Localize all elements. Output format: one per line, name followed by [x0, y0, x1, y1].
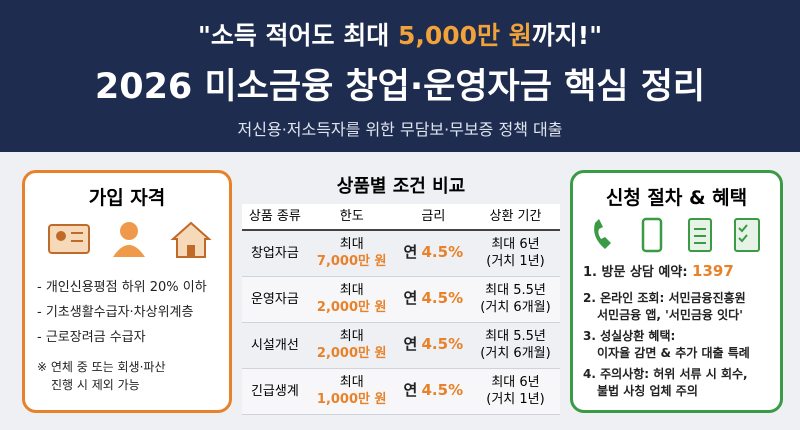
rate-value: 4.5%: [421, 335, 464, 353]
icons: [48, 221, 212, 258]
checklist-icon: [738, 224, 748, 243]
mobile-icon: [641, 217, 663, 253]
house-icon: [187, 245, 195, 257]
term-cell: 최대 5.5년 (거치 6개월): [470, 276, 560, 323]
term: 최대 5.5년: [485, 329, 546, 344]
card-title: 신청 절차 & 혜택: [605, 187, 748, 209]
headline-text: 까지!": [531, 21, 603, 50]
limit-prefix: 최대: [339, 329, 364, 344]
term-cell: 최대 6년 (거치 1년): [470, 368, 560, 415]
rate-prefix: 연: [403, 381, 418, 399]
table-title: 상품별 조건 비교: [336, 176, 466, 197]
item: - 개인신용평점 하위 20% 이하: [37, 280, 207, 295]
term-cell: 최대 6년 (거치 1년): [470, 230, 560, 277]
limit-cell: 최대 7,000만 원: [307, 230, 396, 277]
product-name: 운영자금: [242, 276, 308, 323]
row: 시설개선 최대 2,000만 원 연 4.5% 최대 5.5년 (거치 6개월): [242, 322, 560, 369]
item: - 근로장려금 수급자: [37, 330, 146, 345]
rate-value: 4.5%: [421, 243, 464, 262]
product-name: 긴급생계: [242, 368, 308, 415]
limit-amount: 1,000만 원: [316, 392, 387, 407]
title: 2026 미소금융 창업·운영자금 핵심 정리: [94, 67, 706, 107]
grace-period: (거치 6개월): [480, 300, 551, 315]
limit-cell: 최대 2,000만 원: [307, 276, 396, 323]
step: 4. 주의사항: 허위 서류 시 회수,: [583, 367, 748, 381]
phone-icon: [594, 219, 611, 249]
rate-prefix: 연: [403, 243, 418, 262]
rate-prefix: 연: [403, 289, 418, 307]
headline: "소득 적어도 최대 5,000만 원까지!": [0, 16, 800, 52]
eligibility-card: 가입 자격 - 개인신용평점 하위 20% 이하 - 기초생활수급자·차상위계층…: [22, 170, 232, 413]
step-text: 1. 방문 상담 예약:: [583, 265, 693, 280]
header: "소득 적어도 최대 5,000만 원까지!" 2026 미소금융 창업·운영자…: [0, 0, 800, 152]
row: 긴급생계 최대 1,000만 원 연 4.5% 최대 6년 (거치 1년): [242, 368, 560, 415]
rate-value: 4.5%: [421, 289, 464, 307]
column-header: 한도: [307, 204, 396, 231]
header-row: 상품 종류 한도 금리 상환 기간: [242, 204, 560, 231]
house-icon: [170, 221, 212, 258]
limit-prefix: 최대: [339, 375, 364, 390]
term: 최대 6년: [491, 375, 540, 390]
rate-cell: 연 4.5%: [395, 230, 471, 277]
grace-period: (거치 6개월): [480, 346, 551, 361]
icons: [594, 217, 760, 253]
step-detail: 이자율 감면 & 추가 대출 특례: [597, 346, 750, 360]
limit-amount: 2,000만 원: [316, 346, 387, 361]
phone-number: 1397: [692, 262, 734, 280]
limit-amount: 7,000만 원: [316, 254, 387, 270]
person-icon: [120, 222, 138, 240]
term: 최대 5.5년: [485, 283, 546, 298]
row: 운영자금 최대 2,000만 원 연 4.5% 최대 5.5년 (거치 6개월): [242, 276, 560, 323]
headline-text: "소득 적어도 최대: [197, 21, 398, 50]
term-cell: 최대 5.5년 (거치 6개월): [470, 322, 560, 369]
rate-cell: 연 4.5%: [395, 368, 471, 415]
id-icon: [48, 224, 90, 254]
grace-period: (거치 1년): [486, 392, 545, 407]
card-title: 가입 자격: [88, 187, 166, 209]
note: 진행 시 제외 가능: [51, 378, 140, 392]
headline-amount: 5,000만 원: [397, 21, 532, 50]
product-name: 창업자금: [242, 230, 308, 277]
grace-period: (거치 1년): [486, 254, 545, 270]
step: 3. 성실상환 혜택:: [583, 329, 676, 343]
product-name: 시설개선: [242, 322, 308, 369]
person-icon: [113, 245, 145, 257]
limit-amount: 2,000만 원: [316, 300, 387, 315]
step-detail: 서민금융 앱, '서민금융 잇다': [597, 308, 743, 322]
rate-value: 4.5%: [421, 381, 464, 399]
column-header: 금리: [395, 204, 471, 231]
subtitle: 저신용·저소득자를 위한 무담보·무보증 정책 대출: [237, 120, 563, 139]
column-header: 상품 종류: [242, 204, 308, 231]
item: - 기초생활수급자·차상위계층: [37, 305, 194, 320]
column-header: 상환 기간: [470, 204, 560, 231]
rate-cell: 연 4.5%: [395, 322, 471, 369]
step: 1. 방문 상담 예약: 1397: [583, 261, 734, 280]
rate-prefix: 연: [403, 335, 418, 353]
note: ※ 연체 중 또는 회생·파산: [37, 360, 166, 374]
limit-cell: 최대 1,000만 원: [307, 368, 396, 415]
step-detail: 불법 사칭 업체 주의: [597, 384, 698, 398]
process-card: 신청 절차 & 혜택 1. 방문 상담 예약: 1397 2. 온라인 조회: 서…: [570, 170, 783, 413]
term: 최대 6년: [491, 237, 540, 253]
id-icon: [56, 231, 66, 241]
limit-prefix: 최대: [339, 283, 364, 298]
limit-prefix: 최대: [339, 237, 364, 253]
step: 2. 온라인 조회: 서민금융진흥원: [583, 291, 746, 305]
rate-cell: 연 4.5%: [395, 276, 471, 323]
limit-cell: 최대 2,000만 원: [307, 322, 396, 369]
